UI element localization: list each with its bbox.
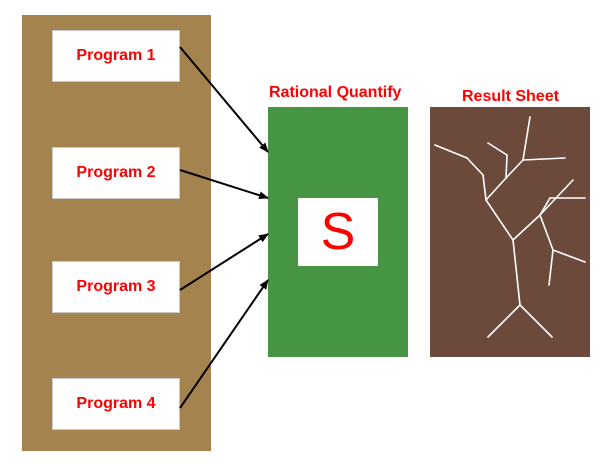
program-1-label: Program 1 <box>76 47 156 64</box>
quantify-symbol: S <box>320 203 356 261</box>
result-sheet-title: Result Sheet <box>462 88 559 105</box>
quantify-symbol-box: S <box>298 198 378 266</box>
result-sheet-panel <box>430 107 590 357</box>
program-2-label: Program 2 <box>76 164 156 181</box>
program-4-box: Program 4 <box>52 378 180 430</box>
program-3-box: Program 3 <box>52 261 180 313</box>
quantify-title: Rational Quantify <box>269 84 402 101</box>
program-2-box: Program 2 <box>52 147 180 199</box>
program-4-label: Program 4 <box>76 395 156 412</box>
program-3-label: Program 3 <box>76 278 156 295</box>
program-1-box: Program 1 <box>52 30 180 82</box>
